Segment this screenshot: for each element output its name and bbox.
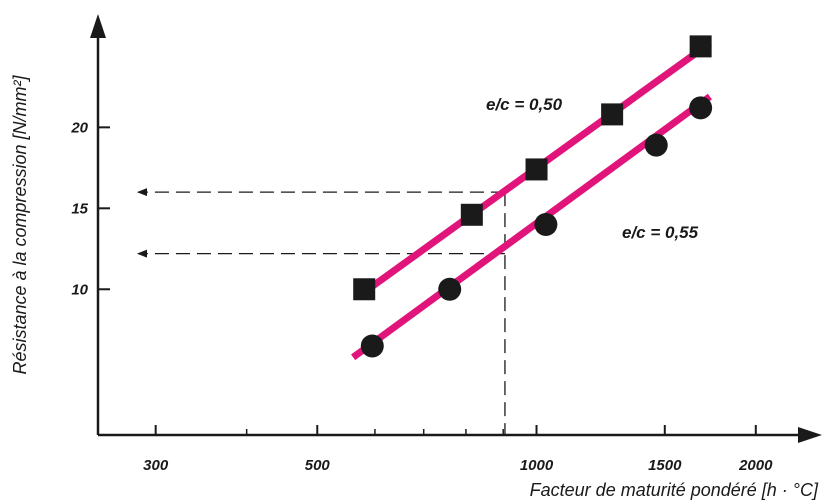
- x-tick-label-300: 300: [143, 457, 169, 474]
- labels: Résistance à la compression [N/mm²] Fact…: [10, 74, 819, 500]
- circle-marker-s1-p3: [644, 133, 668, 157]
- x-tick-label-1500: 1500: [648, 457, 682, 474]
- circle-marker-s1-p0: [360, 334, 384, 358]
- data-markers: [353, 35, 713, 358]
- reference-lines: [137, 188, 506, 435]
- circle-marker-s1-p1: [438, 277, 462, 301]
- y-axis-title: Résistance à la compression [N/mm²]: [10, 74, 30, 374]
- series-label-ec-050: e/c = 0,50: [486, 95, 563, 114]
- ticks: 300 500 1000 1500 2000 10 15 20: [70, 119, 773, 474]
- y-axis-arrow: [90, 14, 106, 38]
- square-marker-s0-p1: [460, 203, 483, 226]
- axes: [90, 14, 822, 443]
- square-marker-s0-p4: [689, 35, 712, 58]
- circle-marker-s1-p4: [689, 96, 713, 120]
- x-tick-label-2000: 2000: [738, 457, 773, 474]
- fit-lines: [351, 40, 712, 361]
- square-marker-s0-p0: [353, 278, 376, 301]
- series-label-ec-055: e/c = 0,55: [622, 223, 699, 242]
- square-marker-s0-p2: [525, 158, 548, 181]
- circle-marker-s1-p2: [534, 213, 558, 236]
- x-tick-label-1000: 1000: [520, 457, 554, 474]
- x-axis-arrow: [798, 427, 822, 443]
- x-tick-label-500: 500: [305, 457, 331, 474]
- y-tick-label-20: 20: [70, 119, 88, 136]
- square-marker-s0-p3: [601, 103, 624, 126]
- y-tick-label-10: 10: [71, 281, 88, 298]
- y-tick-label-15: 15: [71, 200, 88, 217]
- x-axis-title: Facteur de maturité pondéré [h · °C]: [530, 480, 819, 500]
